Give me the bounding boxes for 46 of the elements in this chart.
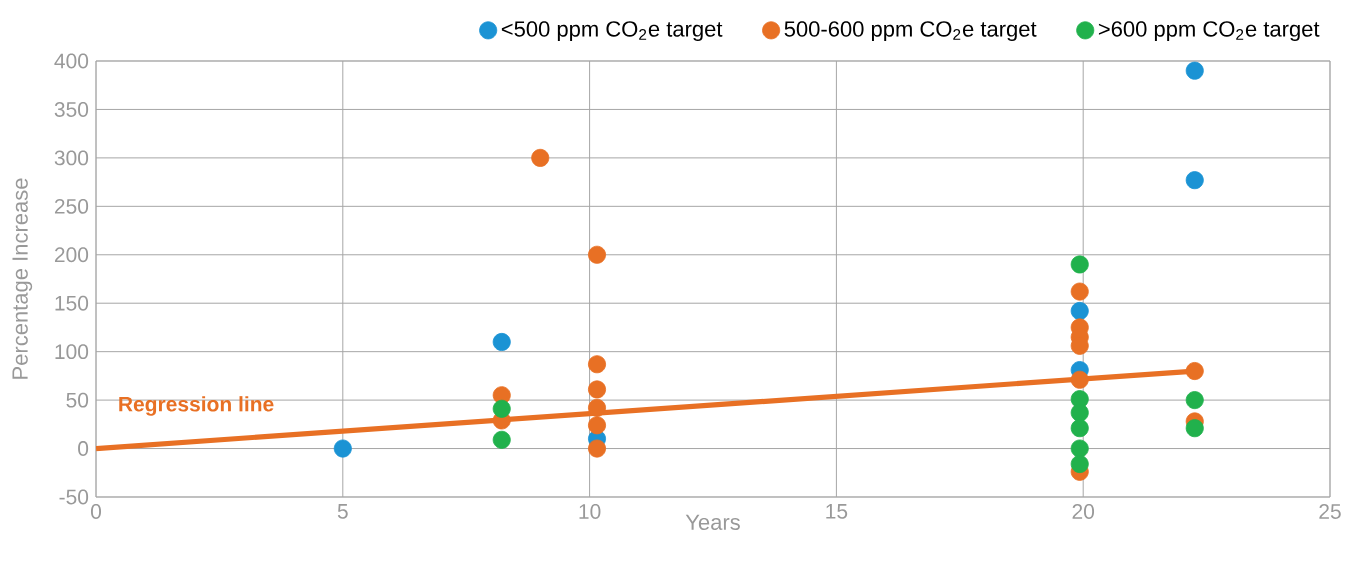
point (588, 355, 606, 374)
y-tick-label: 50 (66, 392, 89, 408)
x-tick-label: 0 (90, 504, 102, 519)
point (1070, 255, 1089, 274)
point (1185, 61, 1204, 80)
x-tick-label: 25 (1319, 504, 1341, 519)
point (1070, 301, 1089, 320)
y-tick-label: 350 (54, 102, 89, 117)
point (588, 245, 606, 264)
x-tick-label: 5 (337, 504, 348, 519)
point (333, 439, 352, 458)
x-tick-label: 20 (1072, 504, 1095, 519)
legend-label: <500 ppm CO$_{2}$e target (501, 21, 723, 42)
point (531, 148, 550, 167)
point (1070, 439, 1089, 458)
point (492, 430, 511, 449)
point (1070, 403, 1089, 422)
point (588, 439, 606, 458)
annotation: Regression line (119, 396, 274, 416)
point (1070, 282, 1089, 301)
x-tick-label: 10 (579, 504, 601, 519)
y-tick-label: 0 (78, 441, 89, 456)
legend-label: >600 ppm CO$_{2}$e target (1098, 21, 1320, 42)
y-tick-label: 250 (54, 198, 89, 214)
point (492, 399, 511, 418)
x-axis-title: Years (685, 514, 740, 531)
legend-label: 500-600 ppm CO$_{2}$e target (784, 21, 1037, 42)
point (1185, 419, 1204, 438)
y-tick-label: 200 (54, 247, 89, 263)
point (1070, 455, 1089, 474)
point (492, 332, 511, 351)
y-tick-label: 100 (55, 344, 89, 360)
y-axis-title: Percentage Increase (12, 178, 33, 379)
y-tick-label: 300 (54, 150, 89, 166)
point (588, 398, 606, 417)
point (1070, 370, 1089, 389)
point (588, 416, 606, 435)
x-tick-label: 15 (826, 504, 848, 519)
y-tick-label: 150 (55, 295, 89, 311)
y-tick-label: -50 (59, 489, 89, 505)
y-tick-label: 400 (54, 53, 89, 69)
point (1185, 362, 1204, 381)
point (1185, 391, 1204, 410)
point (1185, 171, 1204, 190)
point (588, 380, 606, 399)
point (1070, 419, 1089, 438)
